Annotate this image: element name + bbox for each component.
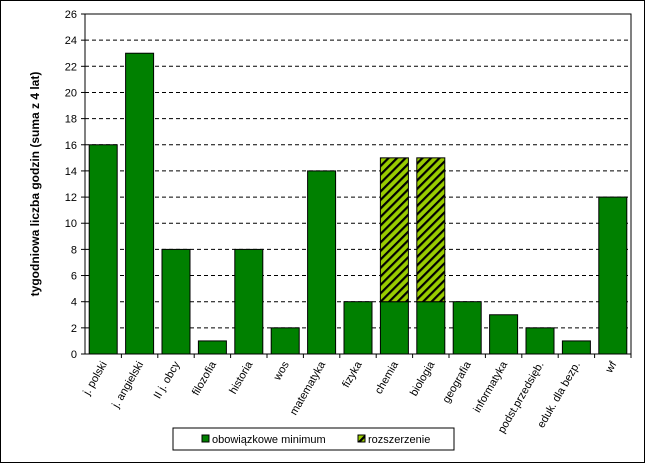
plot-area-border (84, 13, 632, 355)
bar-minimum (88, 144, 118, 355)
bar-minimum (343, 301, 373, 355)
bar-rozszerzenie (416, 157, 446, 303)
y-tick-label: 6 (71, 271, 77, 283)
bar-rozszerzenie (379, 157, 409, 303)
legend-label-rozszerzenie: rozszerzenie (368, 434, 430, 446)
bars-layer (88, 52, 628, 355)
legend-box (172, 427, 455, 451)
x-tick-label: fizyka (340, 359, 365, 390)
y-tick-label: 2 (71, 323, 77, 335)
y-tick-label: 20 (65, 87, 77, 99)
legend: obowiązkowe minimum rozszerzenie (172, 427, 455, 451)
x-tick-label: j. angielski (110, 360, 147, 411)
y-tick-label: 4 (71, 297, 77, 309)
y-tick-label: 12 (65, 192, 77, 204)
y-tick-label: 0 (71, 349, 77, 361)
y-axis-title: tygodniowa liczba godzin (suma z 4 lat) (28, 72, 42, 297)
y-tick-label: 18 (65, 114, 77, 126)
x-tick-label: matematyka (288, 359, 329, 418)
legend-label-minimum: obowiązkowe minimum (212, 434, 326, 446)
legend-swatch-rozszerzenie (357, 434, 366, 443)
x-tick-label: II j. obcy (152, 359, 183, 401)
bar-minimum (598, 196, 628, 355)
x-tick-label: j. polski (81, 360, 110, 399)
bar-minimum (307, 170, 337, 355)
bar-minimum (270, 327, 300, 355)
x-tick-label: biologia (408, 359, 438, 399)
bar-minimum (525, 327, 555, 355)
x-tick-label: filozofia (190, 359, 219, 398)
y-tick-label: 22 (65, 61, 77, 73)
y-tick-label: 8 (71, 244, 77, 256)
bar-minimum (161, 248, 191, 355)
x-tick-label: historia (227, 359, 256, 396)
x-tick-label: wf (603, 359, 620, 376)
legend-swatch-minimum (201, 434, 210, 443)
bar-minimum (379, 301, 409, 355)
x-tick-label: wos (271, 359, 292, 383)
bar-minimum (197, 340, 227, 355)
x-tick-label: geografia (440, 359, 474, 405)
bar-minimum (561, 340, 591, 355)
y-tick-label: 14 (65, 166, 77, 178)
bar-minimum (416, 301, 446, 355)
y-tick-label: 24 (65, 35, 77, 47)
x-tick-label: chemia (373, 359, 402, 396)
x-tick-label: informatyka (471, 359, 510, 415)
bar-minimum (489, 314, 519, 355)
y-tick-label: 26 (65, 9, 77, 21)
y-tick-label: 10 (65, 218, 77, 230)
bar-minimum (125, 52, 155, 355)
bar-minimum (452, 301, 482, 355)
bar-minimum (234, 248, 264, 355)
y-tick-label: 16 (65, 140, 77, 152)
